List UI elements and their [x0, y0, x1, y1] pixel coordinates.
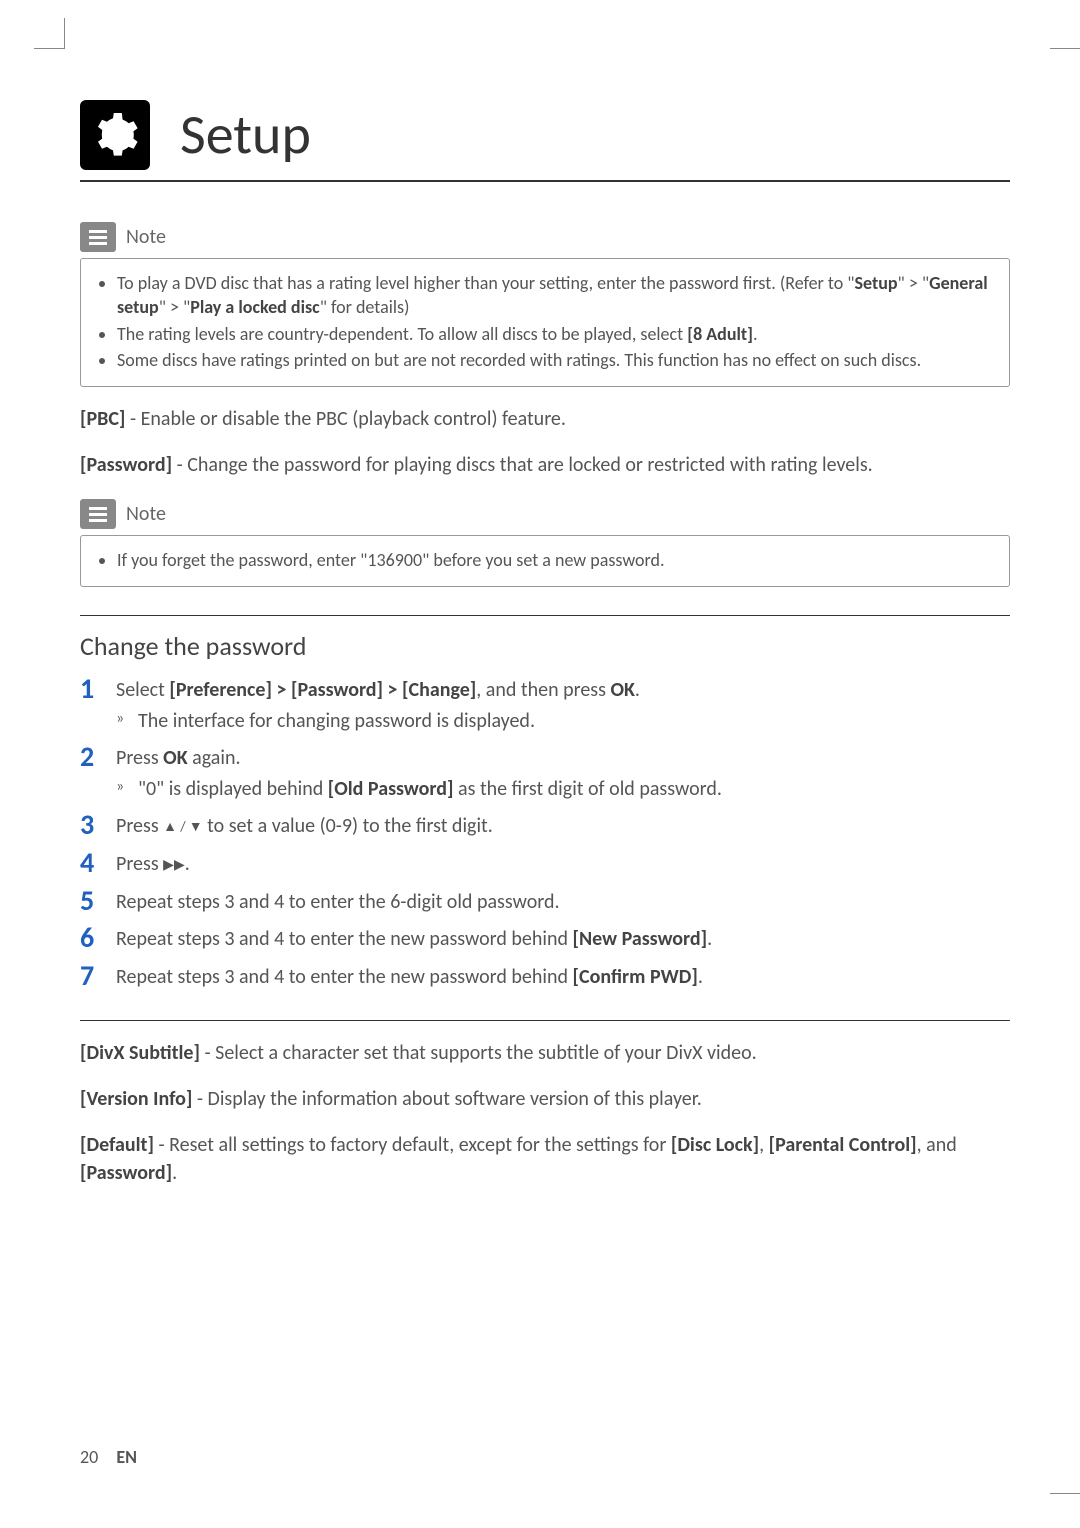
result-arrow-icon: »: [116, 707, 138, 736]
section-header: Setup: [80, 100, 1010, 182]
note-label: Note: [126, 225, 166, 249]
step-6: 6 Repeat steps 3 and 4 to enter the new …: [80, 921, 1010, 955]
divx-setting: [DivX Subtitle] - Select a character set…: [80, 1039, 1010, 1067]
page-footer: 20 EN: [80, 1446, 137, 1468]
note-bullet: If you forget the password, enter "13690…: [117, 548, 991, 572]
language-code: EN: [116, 1446, 137, 1468]
step-7: 7 Repeat steps 3 and 4 to enter the new …: [80, 959, 1010, 993]
step-2: 2 Press OK again. »"0" is displayed behi…: [80, 740, 1010, 804]
pbc-setting: [PBC] - Enable or disable the PBC (playb…: [80, 405, 1010, 433]
subheading-change-password: Change the password: [80, 630, 1010, 662]
note-box: If you forget the password, enter "13690…: [80, 535, 1010, 587]
step-3: 3 Press ▲ / ▼ to set a value (0-9) to th…: [80, 808, 1010, 842]
default-setting: [Default] - Reset all settings to factor…: [80, 1131, 1010, 1187]
page-title: Setup: [180, 101, 311, 169]
note-bullet: To play a DVD disc that has a rating lev…: [117, 271, 991, 320]
divider: [80, 1020, 1010, 1021]
note-header: Note: [80, 499, 1010, 529]
step-1: 1 Select [Preference] > [Password] > [Ch…: [80, 672, 1010, 736]
note-bullet: Some discs have ratings printed on but a…: [117, 348, 991, 372]
version-setting: [Version Info] - Display the information…: [80, 1085, 1010, 1113]
step-5: 5 Repeat steps 3 and 4 to enter the 6-di…: [80, 884, 1010, 918]
crop-mark: [34, 18, 65, 49]
note-header: Note: [80, 222, 1010, 252]
page-content: Setup Note To play a DVD disc that has a…: [0, 0, 1080, 1265]
note-label: Note: [126, 502, 166, 526]
password-setting: [Password] - Change the password for pla…: [80, 451, 1010, 479]
up-down-icon: ▲ / ▼: [163, 819, 202, 836]
page-number: 20: [80, 1446, 98, 1468]
step-4: 4 Press ▶▶.: [80, 846, 1010, 880]
result-arrow-icon: »: [116, 775, 138, 804]
crop-mark: [1050, 18, 1080, 49]
note-icon: [80, 222, 116, 252]
gear-icon: [80, 100, 150, 170]
note-icon: [80, 499, 116, 529]
crop-mark: [1050, 1493, 1080, 1524]
divider: [80, 615, 1010, 616]
steps-list: 1 Select [Preference] > [Password] > [Ch…: [80, 672, 1010, 992]
note-box: To play a DVD disc that has a rating lev…: [80, 258, 1010, 387]
note-bullet: The rating levels are country-dependent.…: [117, 322, 991, 346]
forward-icon: ▶▶: [163, 856, 185, 873]
